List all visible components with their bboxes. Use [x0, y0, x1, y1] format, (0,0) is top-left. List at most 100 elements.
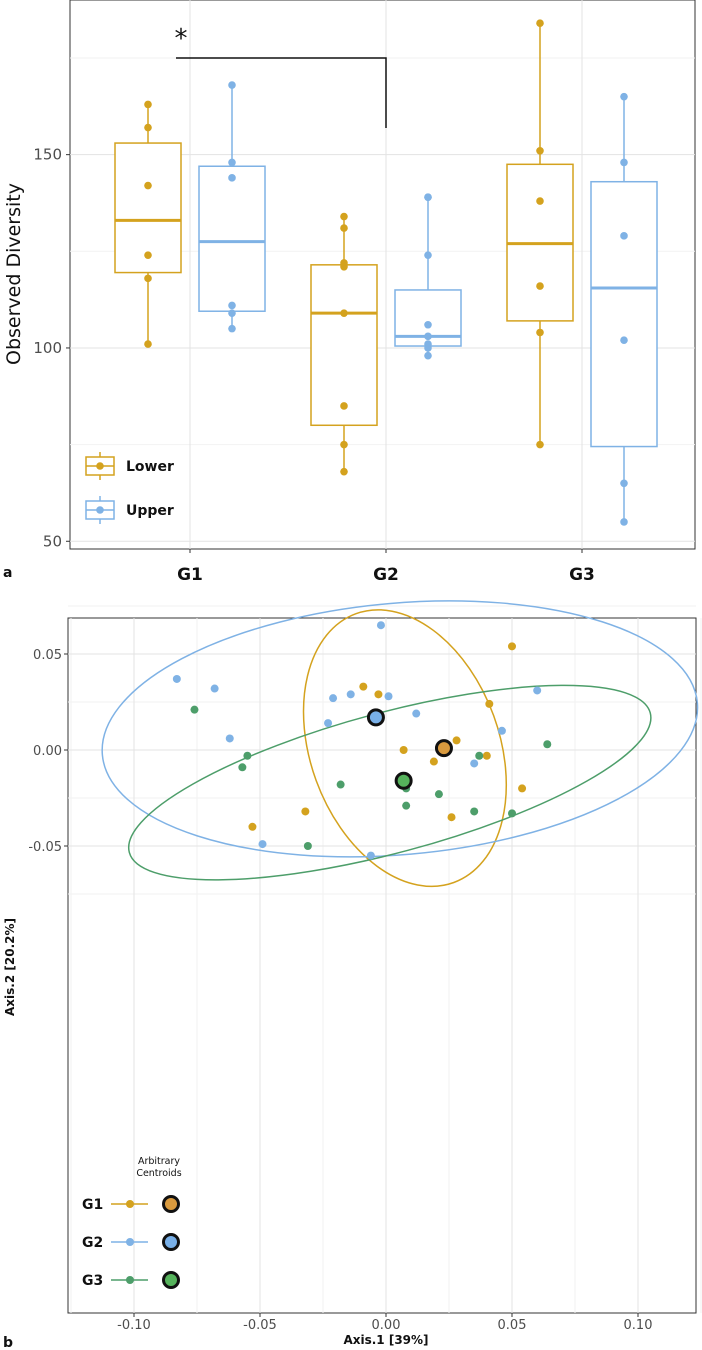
- data-point: [620, 92, 628, 101]
- y-tick-label: 0.05: [33, 648, 62, 663]
- y-axis-label: Observed Diversity: [3, 183, 25, 365]
- data-point-g2: [497, 726, 506, 735]
- data-point: [144, 251, 152, 259]
- legend-label-lower: Lower: [126, 459, 174, 475]
- data-point-g2: [384, 692, 393, 701]
- data-point: [228, 324, 236, 333]
- box-plot-chart: * 50 100 150 G1 G2 G3 Observed Diversity Low…: [3, 0, 696, 585]
- legend-centroid: [162, 1271, 180, 1289]
- data-point: [228, 81, 236, 89]
- ellipse-g1: [302, 609, 508, 888]
- boxes: [114, 19, 658, 526]
- y-axis-ticks: 50 100 150: [33, 146, 70, 550]
- panel-label-b: b: [3, 1335, 13, 1350]
- x-tick-label: 0.10: [624, 1318, 653, 1333]
- data-point-g2: [172, 674, 181, 683]
- x-tick-label: -0.05: [243, 1318, 277, 1333]
- data-point-g1: [508, 642, 516, 651]
- data-point: [144, 100, 152, 109]
- data-point: [340, 309, 348, 317]
- data-point-g1: [429, 757, 438, 766]
- data-point: [424, 193, 432, 201]
- data-point-g1: [485, 699, 494, 708]
- data-point: [424, 251, 432, 259]
- data-point-g2: [533, 686, 542, 695]
- data-point: [144, 181, 152, 190]
- y-tick-label: 100: [33, 339, 62, 357]
- data-point-g3: [543, 740, 552, 749]
- legend-point: [96, 506, 104, 514]
- x-tick-label: G2: [373, 565, 399, 585]
- data-point: [620, 336, 628, 345]
- data-point: [536, 146, 544, 155]
- legend-centroid: [162, 1195, 180, 1213]
- data-point-g1: [301, 807, 310, 816]
- data-point-g1: [248, 822, 257, 831]
- legend-point: [126, 1238, 134, 1246]
- box: [590, 180, 658, 448]
- data-point-g1: [359, 682, 368, 691]
- data-point-g2: [346, 690, 355, 699]
- x-tick-label: 0.00: [372, 1318, 401, 1333]
- data-point-g3: [508, 809, 516, 818]
- centroid-g2: [366, 708, 385, 727]
- data-point: [228, 301, 236, 310]
- y-axis-label: Axis.2 [20.2%]: [3, 918, 17, 1016]
- data-point-g2: [329, 694, 338, 703]
- data-point: [536, 440, 544, 449]
- legend-label-g2: G2: [82, 1235, 103, 1251]
- significance-star: *: [175, 24, 188, 54]
- legend-label-g3: G3: [82, 1273, 103, 1289]
- data-point-g2: [210, 684, 219, 693]
- data-point-g3: [336, 780, 345, 789]
- data-point: [340, 262, 348, 271]
- data-point-g1: [399, 746, 408, 754]
- legend-label-g1: G1: [82, 1197, 103, 1213]
- data-point: [536, 197, 544, 205]
- data-point: [620, 232, 628, 240]
- data-point: [340, 224, 348, 232]
- box: [310, 264, 378, 427]
- centroids: [366, 708, 453, 790]
- data-point-g3: [402, 801, 411, 810]
- data-point: [340, 467, 348, 476]
- data-point: [340, 212, 348, 221]
- data-point-g3: [243, 751, 252, 760]
- significance-bracket: *: [175, 24, 387, 128]
- x-axis-ticks: -0.10 -0.05 0.00 0.05 0.10: [117, 1313, 652, 1333]
- y-axis-ticks: -0.05 0.00 0.05: [28, 648, 68, 855]
- box: [198, 165, 266, 312]
- legend-point: [126, 1276, 134, 1284]
- ellipse-g2: [101, 600, 699, 858]
- data-point-g2: [225, 734, 234, 743]
- legend-title-line: Centroids: [136, 1168, 181, 1179]
- data-point: [228, 174, 236, 182]
- x-tick-label: G1: [177, 565, 203, 585]
- box-upper-g1: [198, 81, 266, 333]
- data-point: [424, 332, 432, 341]
- legend-point: [126, 1200, 134, 1208]
- data-point: [536, 328, 544, 337]
- data-point-g2: [258, 840, 267, 849]
- data-point-g1: [452, 736, 461, 745]
- x-tick-label: -0.10: [117, 1318, 151, 1333]
- data-point-g2: [412, 709, 421, 718]
- data-point: [620, 518, 628, 526]
- data-point-g3: [238, 763, 247, 772]
- legend: Lower Upper: [85, 452, 174, 524]
- data-point-g1: [447, 813, 456, 822]
- centroid-g1: [434, 739, 453, 758]
- scatter-plot-chart: -0.05 0.00 0.05 -0.10 -0.05 0.00 0.05 0.10 Axi…: [3, 600, 702, 1350]
- data-point: [228, 158, 236, 167]
- data-point: [536, 282, 544, 290]
- data-point: [536, 19, 544, 27]
- data-point-g1: [374, 690, 383, 699]
- x-axis-ticks: G1 G2 G3: [177, 549, 595, 585]
- legend-centroid: [162, 1233, 180, 1251]
- box-lower-g1: [114, 100, 182, 348]
- data-point-g3: [475, 751, 484, 760]
- data-point: [424, 320, 432, 329]
- legend-label-upper: Upper: [126, 503, 174, 519]
- data-point: [144, 274, 152, 283]
- data-point: [620, 479, 628, 488]
